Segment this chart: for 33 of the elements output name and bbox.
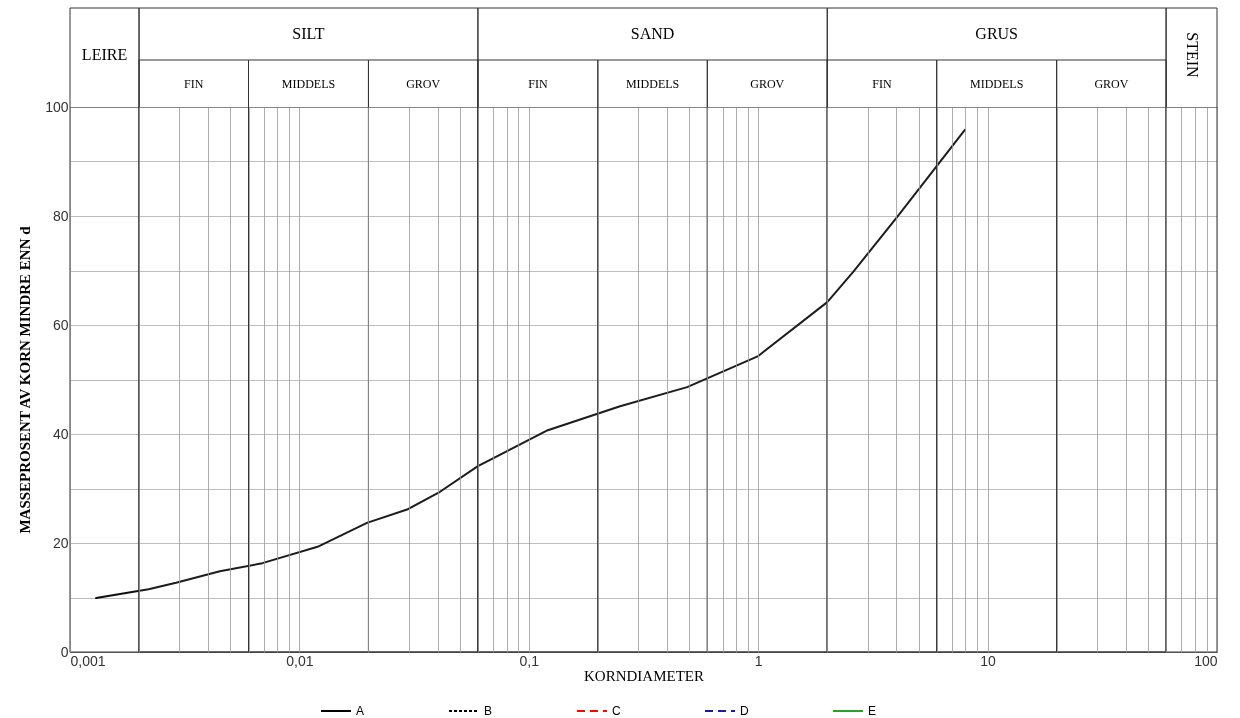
- y-tick-label: 40: [52, 425, 69, 442]
- x-tick-label: 0,01: [286, 652, 314, 669]
- band-label: MIDDELS: [281, 77, 336, 91]
- band-label: MIDDELS: [970, 77, 1024, 91]
- legend-label: B: [484, 704, 493, 718]
- y-tick-label: 20: [52, 534, 69, 551]
- band-label: SAND: [630, 25, 675, 42]
- band-label: FIN: [528, 77, 548, 91]
- x-tick-label: 100: [1194, 652, 1218, 669]
- band-label: GRUS: [975, 25, 1019, 42]
- x-tick-label: 0,001: [70, 652, 106, 669]
- band-label: STEIN: [1183, 32, 1201, 79]
- band-label: MIDDELS: [625, 77, 680, 91]
- y-tick-label: 0: [60, 643, 69, 660]
- y-tick-label: 80: [52, 207, 69, 224]
- y-axis-title: MASSEPROSENT AV KORN MINDRE ENN d: [17, 225, 34, 534]
- band-label: SILT: [292, 25, 325, 42]
- legend-label: C: [612, 704, 621, 718]
- x-tick-label: 10: [980, 652, 997, 669]
- legend-label: D: [740, 704, 749, 718]
- x-tick-label: 0,1: [519, 652, 540, 669]
- band-label: GROV: [406, 77, 441, 91]
- y-tick-label: 100: [45, 98, 69, 115]
- x-tick-label: 1: [754, 652, 763, 669]
- legend-label: A: [356, 704, 365, 718]
- band-label: FIN: [872, 77, 892, 91]
- x-axis-title: KORNDIAMETER: [584, 667, 704, 684]
- legend-label: E: [868, 704, 877, 718]
- band-label: FIN: [184, 77, 204, 91]
- band-label: LEIRE: [81, 46, 128, 63]
- y-tick-label: 60: [52, 316, 69, 333]
- band-label: GROV: [1094, 77, 1129, 91]
- band-label: GROV: [750, 77, 785, 91]
